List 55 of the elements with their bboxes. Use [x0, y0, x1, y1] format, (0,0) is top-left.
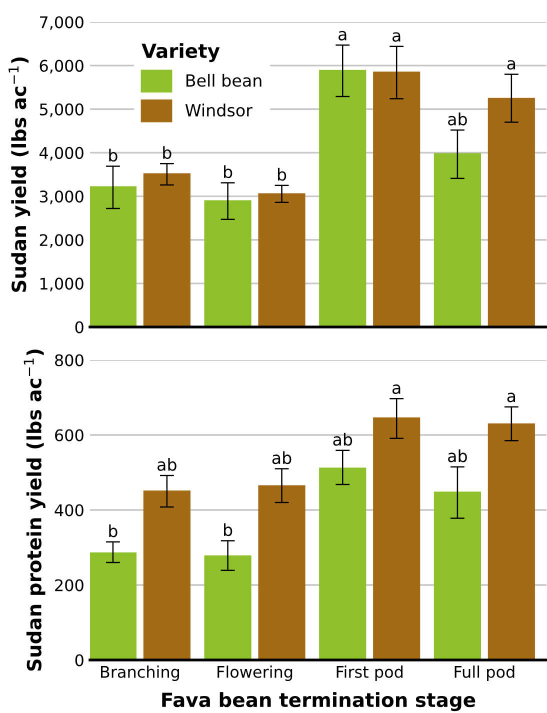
- bar: [488, 98, 535, 327]
- y-tick-label: 600: [55, 429, 84, 442]
- data-label: ab: [333, 432, 352, 446]
- y-tick-label: 800: [55, 354, 84, 366]
- bar: [488, 423, 535, 660]
- data-label: a: [392, 32, 400, 42]
- y-tick-label: 7,000: [40, 16, 84, 30]
- y-tick-label: 400: [54, 504, 84, 516]
- data-label: ab: [158, 458, 176, 471]
- y-tick-label: 200: [55, 579, 84, 592]
- bar: [258, 485, 306, 660]
- data-label: a: [507, 60, 516, 70]
- bar: [319, 70, 366, 327]
- y-tick-label: 2,000: [40, 234, 84, 248]
- data-label: b: [109, 524, 118, 538]
- bar: [258, 193, 306, 327]
- bar: [373, 72, 420, 327]
- legend-title: Variety: [142, 43, 220, 62]
- data-label: a: [392, 384, 400, 394]
- data-label: b: [109, 148, 118, 162]
- bar: [434, 492, 481, 660]
- y-axis-title: Sudan yield (lbs ac$^{−1}$): [8, 57, 30, 292]
- data-label: a: [507, 392, 516, 402]
- bar: [434, 153, 481, 327]
- bar: [204, 555, 252, 660]
- y-tick-label: 0: [75, 654, 84, 666]
- legend-label: Bell bean: [186, 74, 262, 87]
- y-tick-label: 0: [75, 321, 84, 334]
- y-tick-label: 4,000: [40, 146, 84, 161]
- bar: [143, 490, 190, 660]
- x-tick-label: First pod: [336, 666, 403, 682]
- bar: [90, 186, 137, 327]
- data-label: b: [163, 146, 172, 159]
- data-label: b: [224, 523, 232, 536]
- bar: [373, 417, 420, 660]
- data-label: b: [224, 165, 232, 178]
- bar: [90, 552, 137, 660]
- data-label: ab: [272, 451, 292, 464]
- x-tick-label: Full pod: [454, 666, 514, 682]
- x-tick-label: Flowering: [218, 666, 292, 682]
- data-label: ab: [448, 112, 467, 126]
- y-tick-label: 5,000: [40, 103, 84, 118]
- y-tick-label: 3,000: [40, 190, 84, 204]
- data-label: a: [338, 30, 346, 40]
- bar: [319, 468, 366, 660]
- x-axis-title: Fava bean termination stage: [162, 692, 476, 712]
- data-label: ab: [448, 449, 467, 462]
- y-tick-label: 1,000: [40, 278, 84, 292]
- y-tick-label: 6,000: [40, 60, 84, 74]
- bar: [204, 200, 252, 327]
- data-label: b: [278, 168, 286, 181]
- bar: [143, 173, 190, 327]
- y-axis-title: Sudan protein yield (lbs ac$^{−1}$): [24, 350, 46, 671]
- x-tick-label: Branching: [101, 666, 180, 682]
- legend-label: Windsor: [185, 104, 252, 117]
